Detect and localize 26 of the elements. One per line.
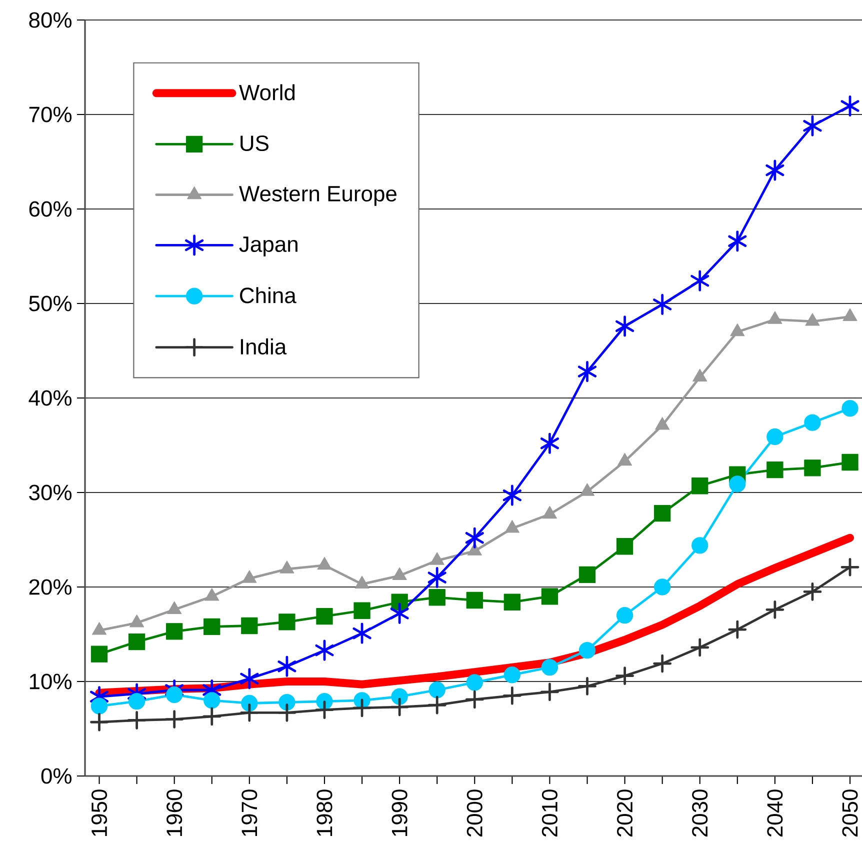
y-tick-label: 0% xyxy=(41,768,72,784)
y-tick-label: 30% xyxy=(29,484,72,500)
x-tick-label: 2050 xyxy=(842,790,858,837)
y-tick-label: 40% xyxy=(28,390,72,406)
legend-label: Western Europe xyxy=(239,186,396,206)
y-tick-label: 80% xyxy=(29,12,72,28)
y-tick-label: 70% xyxy=(29,106,72,122)
x-tick-label: 2020 xyxy=(616,790,633,837)
x-tick-label: 2040 xyxy=(767,790,783,837)
y-tick-label: 20% xyxy=(29,579,72,595)
x-tick-label: 1950 xyxy=(91,790,108,836)
y-tick-label: 60% xyxy=(29,201,72,217)
x-tick-label: 1990 xyxy=(392,790,408,836)
x-tick-label: 2000 xyxy=(466,790,482,837)
x-tick-label: 2030 xyxy=(692,790,708,837)
legend-label: Japan xyxy=(239,236,298,256)
y-tick-label: 50% xyxy=(29,296,72,312)
legend-label: World xyxy=(239,84,295,100)
x-tick-label: 2010 xyxy=(542,790,558,837)
legend-label: US xyxy=(240,135,268,152)
legend-label: India xyxy=(240,338,287,355)
x-tick-label: 1980 xyxy=(316,790,332,836)
legend-label: China xyxy=(240,287,296,304)
x-tick-label: 1970 xyxy=(242,790,258,836)
y-tick-label: 10% xyxy=(30,674,72,690)
x-tick-label: 1960 xyxy=(166,790,182,836)
